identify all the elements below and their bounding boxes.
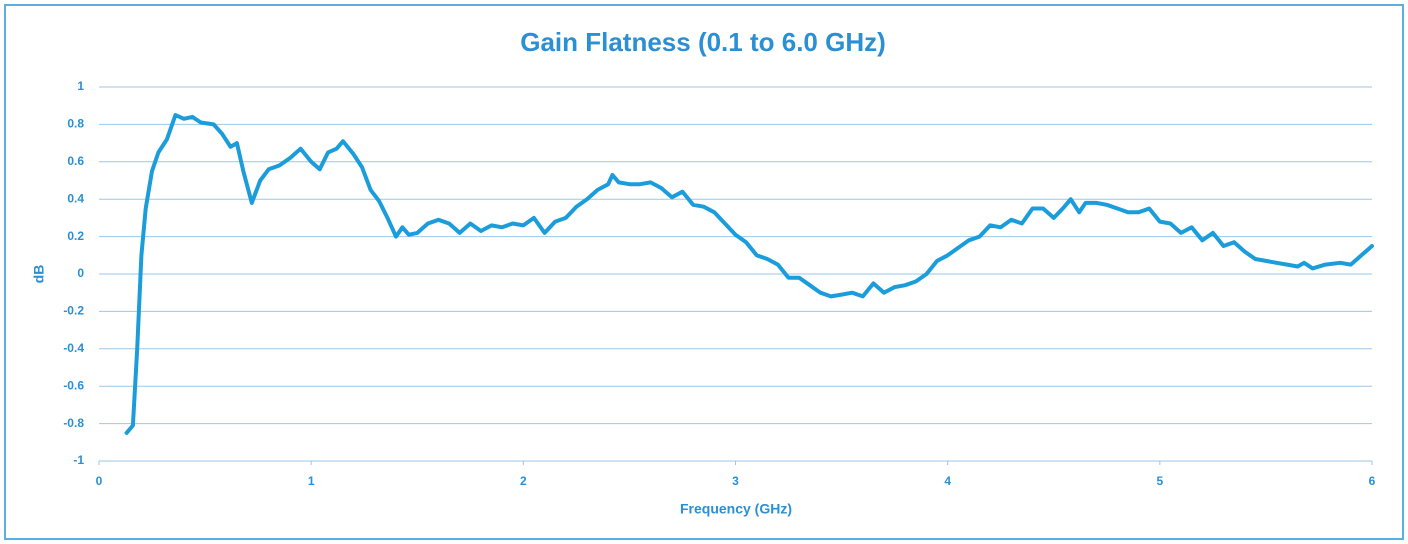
chart-frame: [4, 4, 1404, 540]
y-tick-label: 0.6: [67, 154, 84, 168]
y-tick-label: -0.8: [63, 416, 84, 430]
x-axis-label: Frequency (GHz): [680, 501, 792, 517]
x-tick-label: 4: [944, 474, 951, 488]
data-line: [124, 113, 1374, 435]
x-tick-label: 0: [96, 474, 103, 488]
y-tick-label: 0.8: [67, 117, 84, 131]
x-tick-label: 6: [1369, 474, 1376, 488]
y-tick-label: -1: [73, 453, 84, 467]
y-tick-label: 0: [77, 266, 84, 280]
x-tick-label: 5: [1156, 474, 1163, 488]
y-tick-label: 0.2: [67, 229, 84, 243]
x-tick-label: 1: [308, 474, 315, 488]
y-tick-label: 1: [77, 79, 84, 93]
y-axis-label: dB: [31, 265, 47, 284]
y-tick-label: -0.4: [63, 341, 84, 355]
y-tick-label: 0.4: [67, 191, 84, 205]
y-tick-label: -0.6: [63, 378, 84, 392]
x-tick-label: 2: [520, 474, 527, 488]
y-tick-label: -0.2: [63, 304, 84, 318]
chart-title: Gain Flatness (0.1 to 6.0 GHz): [520, 27, 886, 57]
x-tick-label: 3: [732, 474, 739, 488]
